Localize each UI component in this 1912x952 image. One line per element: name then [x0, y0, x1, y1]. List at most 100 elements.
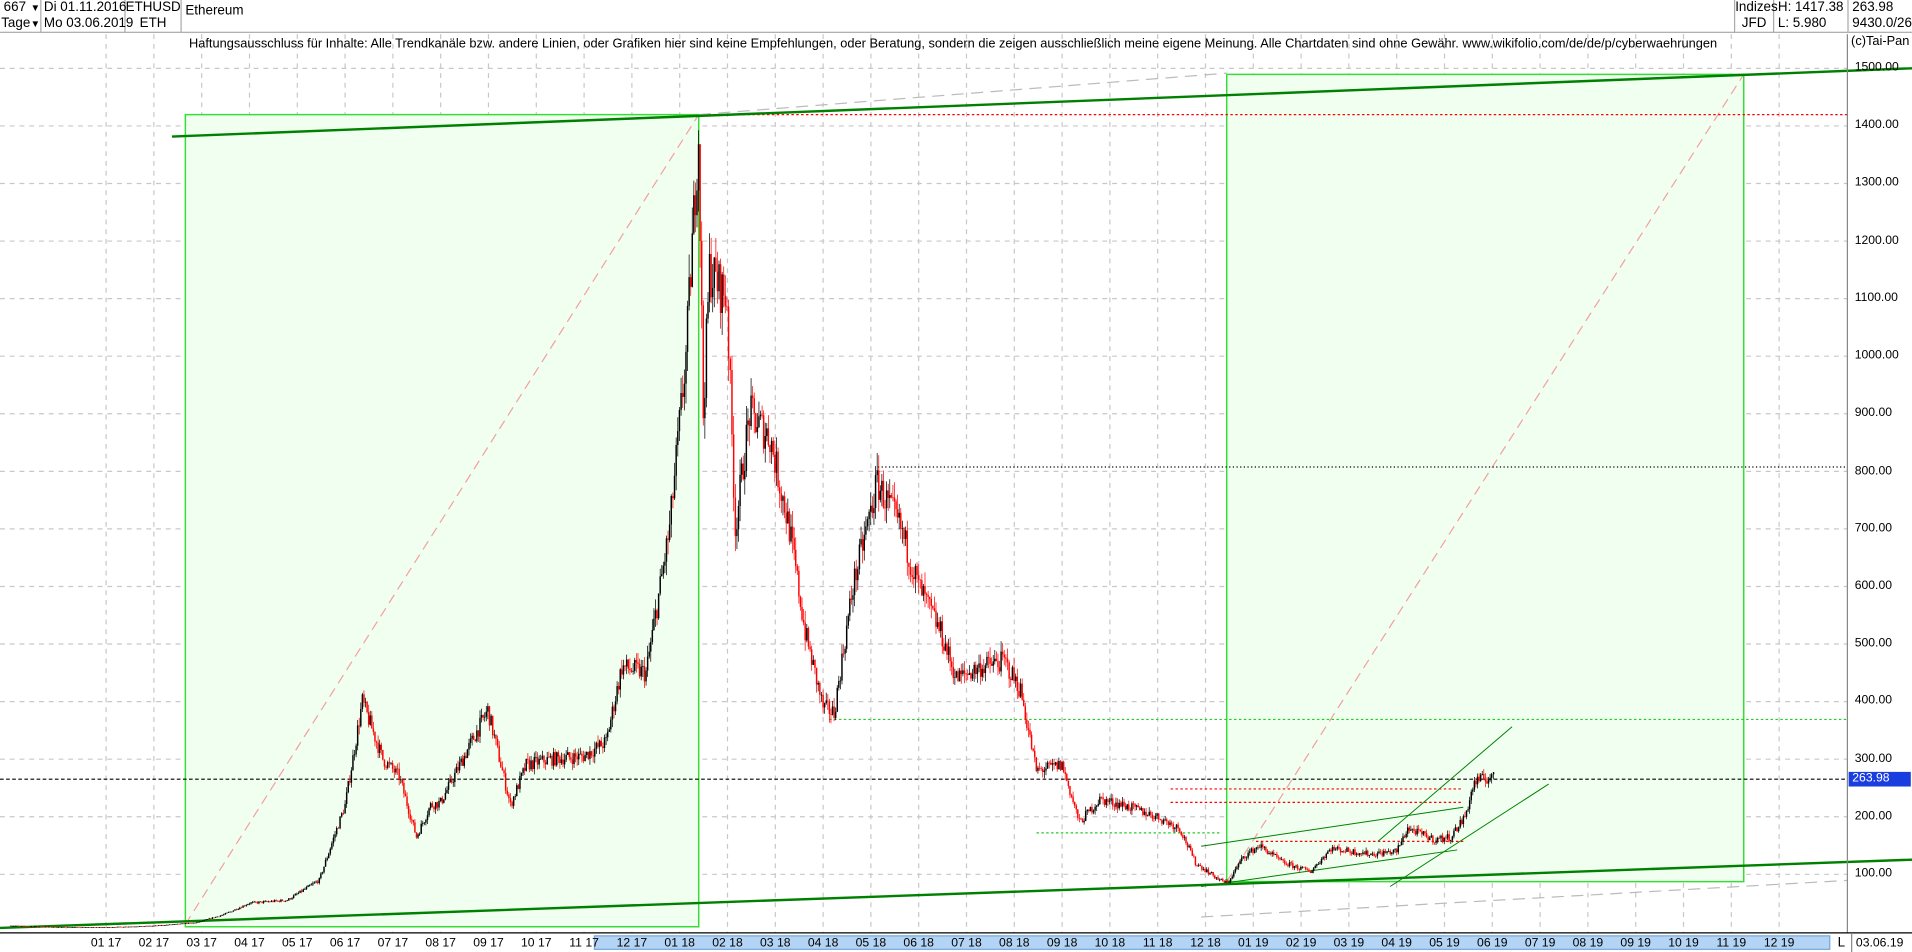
x-tick-label: 08 17 [425, 936, 456, 950]
x-tick-label: 07 17 [377, 936, 409, 950]
candle [1142, 807, 1144, 816]
candle [145, 925, 147, 927]
candle [796, 564, 799, 576]
candle [1045, 762, 1047, 776]
candle [559, 754, 561, 769]
candle [83, 927, 85, 928]
candle [702, 300, 705, 426]
candle [944, 635, 947, 652]
candle [1159, 818, 1162, 821]
source: JFD [1741, 15, 1767, 31]
candle [114, 926, 117, 928]
price-chart[interactable] [0, 34, 1912, 952]
candle [1391, 852, 1393, 856]
candle [536, 752, 539, 770]
candle [321, 871, 324, 875]
candle [732, 415, 735, 512]
candle [1335, 847, 1337, 851]
candle [971, 668, 974, 682]
time-scrollbar[interactable] [593, 935, 1831, 950]
candle [71, 927, 74, 929]
candle [59, 927, 61, 928]
candle [1214, 874, 1216, 879]
candle [1316, 863, 1318, 868]
candle [258, 901, 260, 905]
candle [1078, 813, 1081, 823]
candle [665, 535, 668, 576]
candle [261, 901, 263, 904]
candle [1486, 777, 1488, 784]
candle [997, 653, 999, 676]
candle [1405, 831, 1407, 839]
candle [102, 927, 104, 929]
candle [396, 763, 399, 775]
x-tick-label: 12 18 [1190, 936, 1221, 950]
end-marker[interactable]: L [1837, 935, 1846, 950]
candle [495, 734, 497, 746]
current-price-tag: 263.98 [1848, 771, 1911, 787]
trend-channel-line [1201, 806, 1464, 847]
candle [1067, 780, 1070, 789]
trend-channel-line [1377, 726, 1513, 842]
candle [1069, 785, 1071, 799]
candle [49, 926, 52, 928]
candle [774, 440, 776, 483]
candle [229, 911, 231, 913]
candle [493, 729, 496, 739]
candle [1357, 852, 1359, 856]
candle [1046, 760, 1049, 770]
candle [710, 237, 712, 304]
candle [1018, 682, 1020, 699]
candle [1222, 877, 1224, 882]
candle [963, 661, 966, 684]
candle [1202, 866, 1205, 871]
count-value: 667 [3, 0, 27, 15]
candle [326, 856, 328, 862]
candle [468, 738, 470, 756]
candle [310, 883, 313, 886]
candle [578, 748, 580, 765]
candle [1178, 827, 1181, 834]
candle [1077, 809, 1079, 821]
candle [960, 663, 963, 684]
candle [30, 926, 32, 928]
candle [933, 596, 936, 612]
candle [531, 759, 534, 772]
date-range[interactable]: Di 01.11.2016 Mo 03.06.2019 [41, 0, 133, 33]
candle [1229, 878, 1232, 884]
x-tick-label: 03 19 [1333, 936, 1365, 950]
candle [538, 755, 540, 769]
candle [838, 675, 840, 691]
count-selector[interactable]: 667 ▼ Tage ▼ [0, 0, 42, 33]
candle [1368, 854, 1371, 859]
candle [657, 593, 660, 620]
candle [1081, 818, 1084, 823]
candle [214, 916, 217, 918]
candle [707, 292, 709, 324]
candle [1306, 867, 1309, 871]
candle [795, 537, 797, 574]
x-tick-label: 03 17 [186, 936, 217, 950]
candle [799, 595, 802, 611]
candle [1461, 818, 1463, 826]
candle [1277, 855, 1280, 861]
candle [611, 701, 614, 728]
x-tick-label: 11 19 [1716, 936, 1747, 950]
dropdown-arrow-icon: ▼ [30, 18, 41, 30]
candle [1416, 825, 1418, 837]
candle [341, 812, 343, 818]
end-date: 03.06.19 [1851, 934, 1912, 952]
candle [1403, 834, 1406, 839]
candle [130, 926, 133, 928]
x-tick-label: 02 19 [1285, 936, 1317, 950]
candle [1210, 871, 1213, 874]
candle [1132, 800, 1135, 809]
symbol-box[interactable]: ETHUSD ETH [125, 0, 182, 33]
candle [904, 526, 907, 547]
candle [57, 927, 60, 928]
candle [27, 926, 29, 927]
candle [181, 923, 183, 925]
candle [372, 721, 375, 736]
candle [841, 644, 843, 685]
candle [1392, 849, 1395, 855]
